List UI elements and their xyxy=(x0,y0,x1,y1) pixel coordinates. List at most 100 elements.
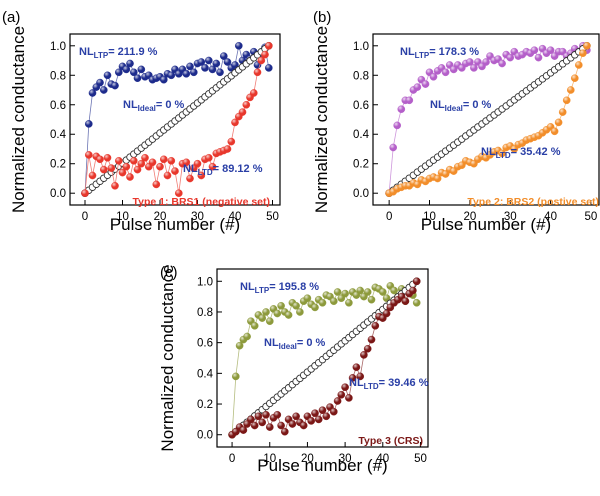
annotation-nl-ltp: NLLTP= 211.9 % xyxy=(79,46,158,60)
data-point-ltp xyxy=(223,58,232,66)
data-point-ltd xyxy=(193,159,202,168)
data-point-ltp xyxy=(277,301,285,310)
data-point-ltd xyxy=(265,423,274,431)
data-point-ltd xyxy=(204,153,213,162)
data-point-ltd xyxy=(159,155,168,164)
data-point-ltd xyxy=(280,427,289,436)
data-point-ltd xyxy=(412,277,421,286)
y-tick-label: 0.0 xyxy=(353,188,369,200)
data-point-ltd xyxy=(311,409,319,418)
series-ltd xyxy=(228,277,421,439)
y-tick-label: 0.4 xyxy=(197,368,214,380)
x-tick-label: 20 xyxy=(301,453,314,465)
type-label: Type 2: BRS2 (postive set) xyxy=(467,196,599,208)
data-point-ltd xyxy=(103,153,112,162)
data-point-ltd xyxy=(258,418,267,427)
x-tick-label: 40 xyxy=(544,211,557,223)
data-point-ltd xyxy=(167,156,176,165)
x-axis-label: Pulse number (#) xyxy=(257,456,387,475)
data-point-ltd xyxy=(371,321,380,330)
data-point-ltp xyxy=(318,298,327,307)
data-point-ltp xyxy=(333,288,342,296)
series-ideal xyxy=(385,42,591,197)
data-point-ltd xyxy=(253,68,262,77)
data-point-ltp xyxy=(429,73,438,81)
data-point-ltp xyxy=(393,121,402,130)
data-point-ltd xyxy=(367,335,376,344)
chart-panel-c: 0.0 0.2 0.4 0.6 0.8 1.0 0 10 20 30 40 50 Pulse numbe… xyxy=(158,264,429,475)
data-point-ltd xyxy=(148,158,157,167)
data-point-ltd xyxy=(299,421,308,430)
type-label: Type 3 (CRS) xyxy=(358,435,423,447)
data-point-ltd xyxy=(554,118,563,127)
data-point-ltp xyxy=(250,321,259,330)
data-point-ltd xyxy=(122,162,131,171)
data-point-ltd xyxy=(115,156,123,165)
data-point-ltp xyxy=(506,53,515,62)
data-point-ltp xyxy=(412,298,421,307)
data-point-ltp xyxy=(137,65,146,74)
data-point-ltd xyxy=(129,156,138,165)
x-tick-label: 0 xyxy=(229,453,235,465)
data-point-ltd xyxy=(96,155,104,164)
data-point-ltd xyxy=(100,165,108,174)
data-point-ltd xyxy=(333,397,342,405)
data-point-ltd xyxy=(562,96,571,105)
y-tick-label: 1.0 xyxy=(353,41,369,53)
data-point-ltp xyxy=(231,372,240,381)
data-point-ltp xyxy=(103,71,112,80)
data-point-ltp xyxy=(197,58,206,66)
data-point-ltp xyxy=(546,46,555,55)
x-axis-label: Pulse number (#) xyxy=(421,215,551,234)
data-point-ltd xyxy=(152,180,161,189)
series-ltp xyxy=(385,42,591,197)
data-point-ltd xyxy=(356,372,365,381)
annotation-nl-ltd: NLLTD= 89.12 % xyxy=(183,163,263,177)
x-tick-label: 10 xyxy=(116,211,129,223)
y-tick-label: 0.2 xyxy=(353,159,369,171)
series-ltp xyxy=(228,282,421,439)
data-point-ltd xyxy=(329,407,338,416)
data-point-ltp xyxy=(126,59,134,68)
data-point-ltp xyxy=(421,80,430,88)
y-tick-label: 0.8 xyxy=(50,70,66,82)
data-point-ltd xyxy=(292,412,300,421)
data-point-ltd xyxy=(111,181,119,190)
data-point-ltd xyxy=(254,412,263,421)
data-point-ltp xyxy=(216,68,224,77)
data-point-ltp xyxy=(470,64,478,72)
annotation-nl-ltp: NLLTP= 195.8 % xyxy=(240,281,319,295)
data-point-ltd xyxy=(337,390,346,399)
data-point-ltp xyxy=(389,143,398,152)
x-tick-label: 20 xyxy=(154,211,167,223)
data-point-ltp xyxy=(88,89,97,97)
y-tick-label: 0.0 xyxy=(50,188,66,200)
data-point-ltd xyxy=(307,417,316,425)
data-point-ltd xyxy=(314,415,323,424)
plot-frame xyxy=(372,33,600,206)
y-tick-label: 0.2 xyxy=(197,399,213,411)
data-point-ltd xyxy=(171,167,179,175)
data-point-ltp xyxy=(182,70,191,78)
x-tick-label: 50 xyxy=(414,453,427,465)
data-point-ltd xyxy=(382,309,391,318)
data-point-ltp xyxy=(341,289,349,298)
y-axis-label: Normalized conductance xyxy=(158,264,177,451)
data-point-ltd xyxy=(583,42,591,50)
data-point-ltp xyxy=(367,295,376,304)
panel-label: (b) xyxy=(313,9,331,26)
y-tick-label: 1.0 xyxy=(197,276,213,288)
x-tick-label: 40 xyxy=(376,453,389,465)
data-point-ltd xyxy=(247,415,255,424)
data-point-ltp xyxy=(265,317,274,326)
data-point-ltp xyxy=(100,86,108,94)
y-tick-label: 0.2 xyxy=(50,159,66,171)
data-point-ltp xyxy=(201,64,209,72)
data-point-ltd xyxy=(107,164,116,172)
data-point-ltp xyxy=(85,120,93,128)
x-tick-label: 50 xyxy=(266,211,279,223)
data-point-ltp xyxy=(189,68,198,77)
data-point-ltd xyxy=(223,145,232,153)
data-point-ltp xyxy=(208,65,217,74)
data-point-ltp xyxy=(133,74,142,82)
